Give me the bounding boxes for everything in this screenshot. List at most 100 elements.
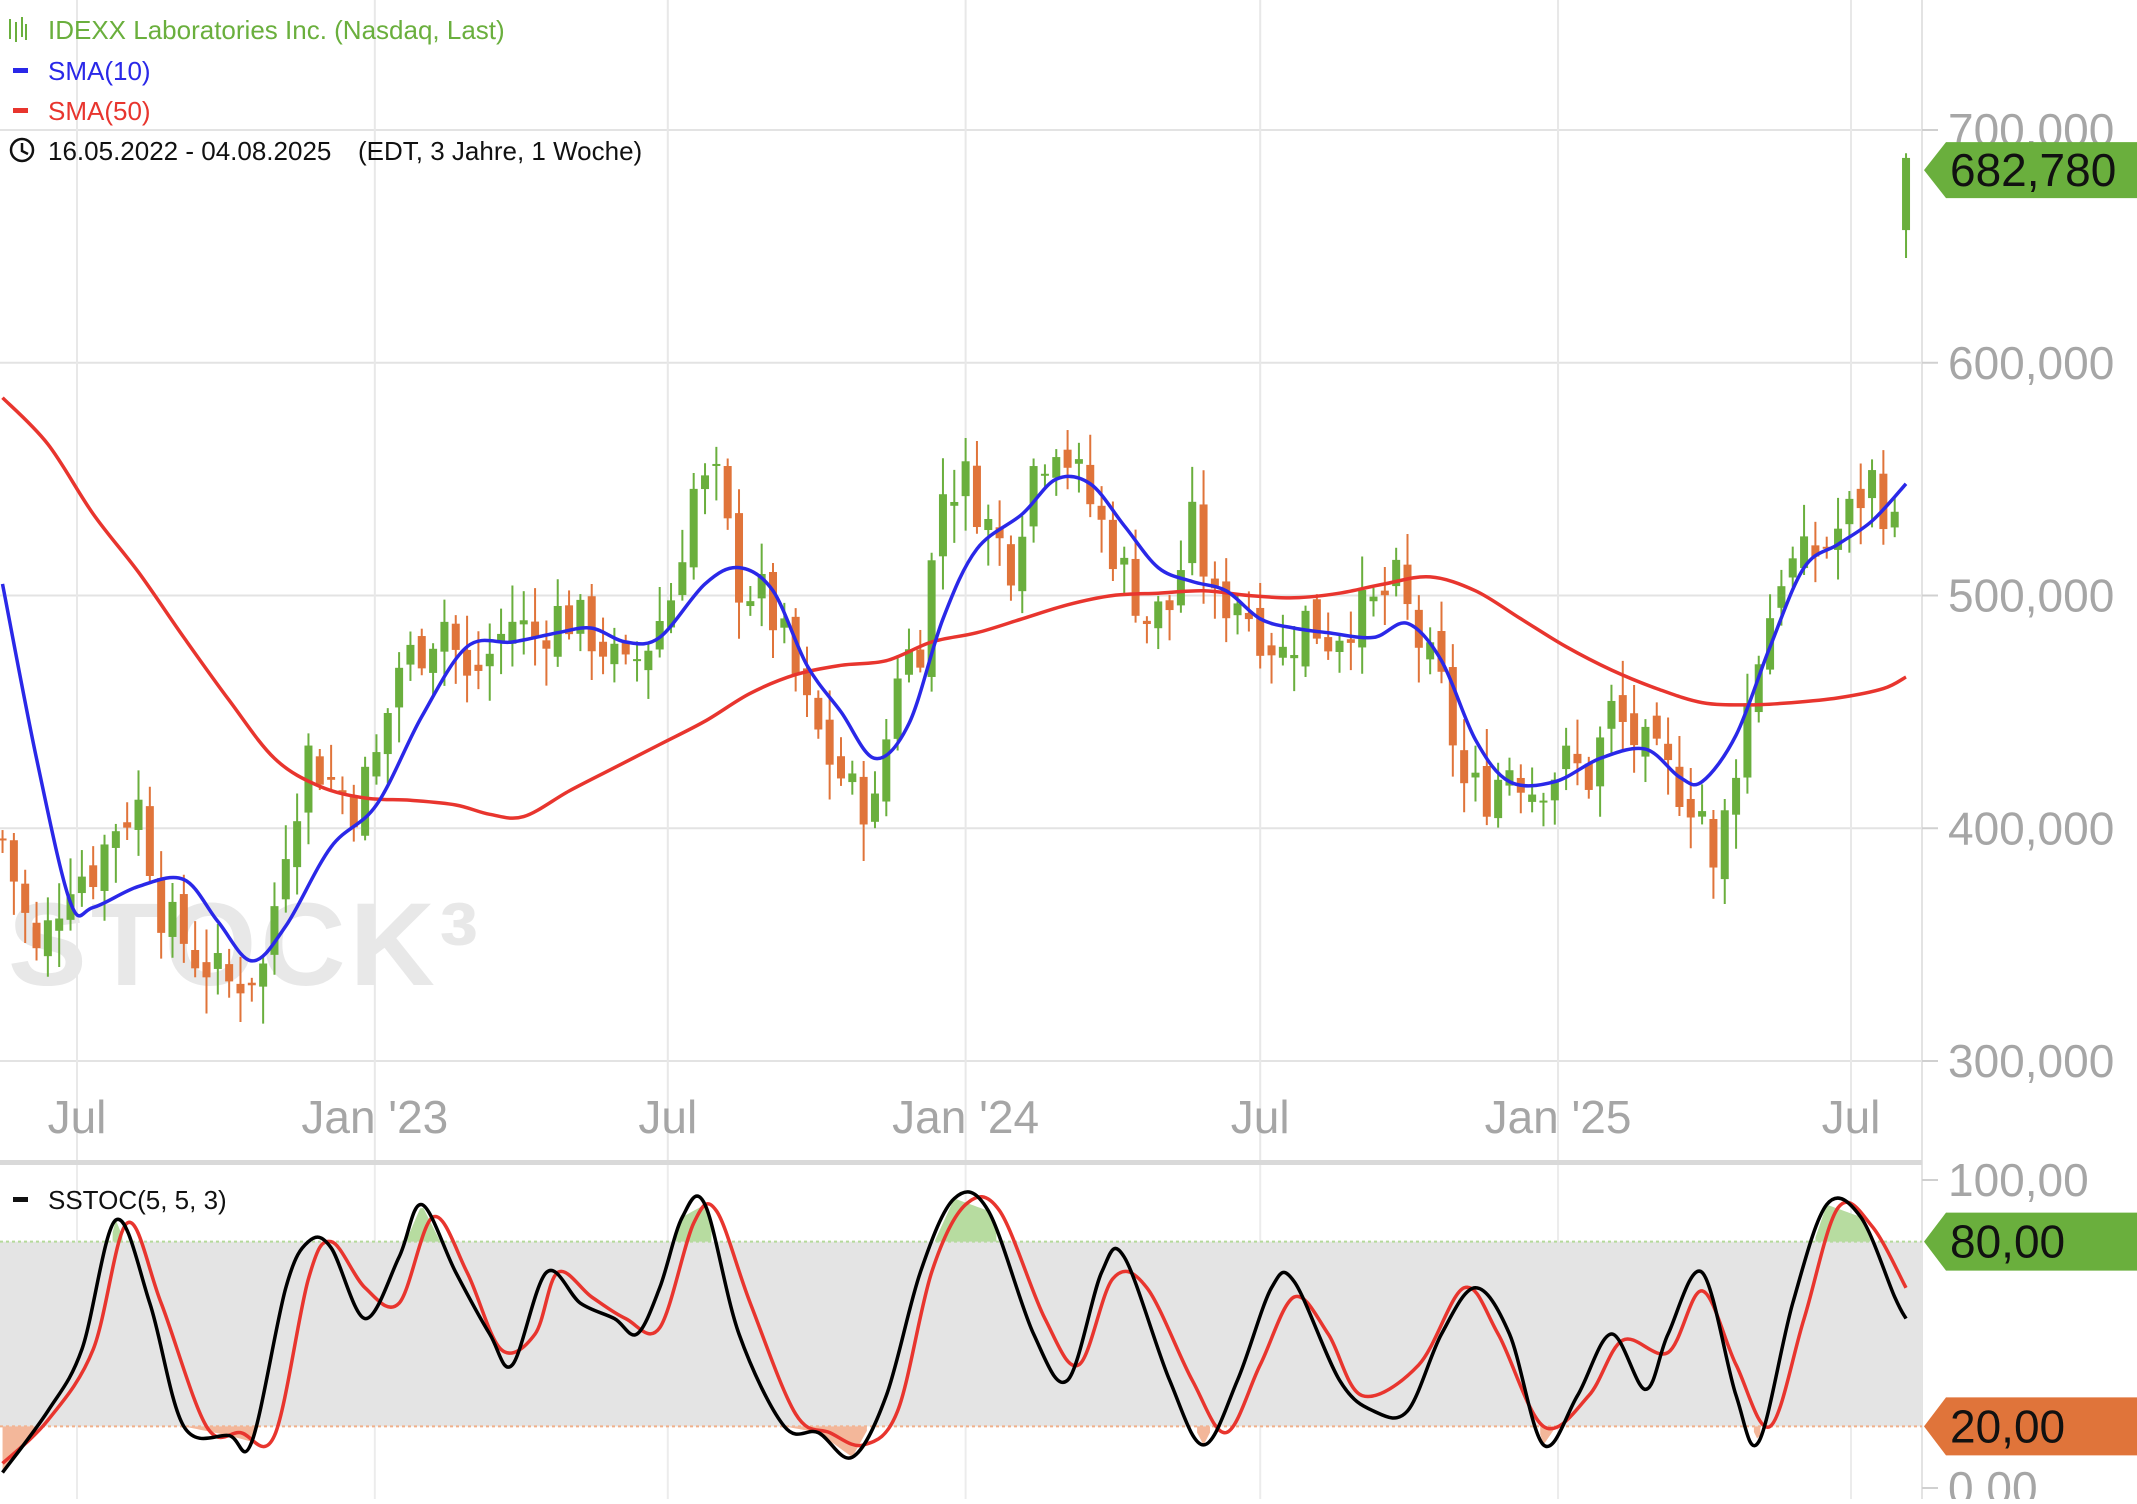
candle-body: [1290, 654, 1299, 659]
candle-body: [1233, 603, 1242, 616]
candle-body: [1494, 779, 1503, 819]
candle-body: [236, 983, 245, 994]
candle-body: [1709, 819, 1718, 868]
oscillator-legend: SSTOC(5, 5, 3): [13, 1185, 227, 1215]
candle-body: [769, 571, 778, 631]
candle-body: [429, 648, 438, 673]
candle-body: [1267, 645, 1276, 656]
candle-body: [417, 636, 426, 669]
candle-body: [1097, 505, 1106, 520]
candle-body: [916, 649, 925, 668]
candle-body: [372, 752, 381, 777]
oscillator-level-badges: 80,00 20,00: [1924, 1212, 2137, 1456]
candle-body: [1686, 798, 1695, 818]
candle-body: [485, 653, 494, 667]
candle-body: [1176, 570, 1185, 606]
candle-body: [791, 616, 800, 675]
legend-sma50: SMA(50): [48, 96, 151, 126]
candle-body: [1868, 470, 1877, 499]
candle-body: [893, 678, 902, 739]
candle-body: [1652, 715, 1661, 739]
candle-body: [55, 918, 64, 931]
sma10-swatch: [13, 68, 28, 73]
candle-body: [825, 719, 834, 765]
candle-body: [395, 667, 404, 708]
candle-body: [451, 623, 460, 650]
candle-body: [644, 650, 653, 671]
candle-body: [746, 601, 755, 607]
candle-body: [984, 518, 993, 531]
candle-body: [463, 649, 472, 676]
candle-body: [723, 466, 732, 519]
candle-body: [565, 605, 574, 635]
candle-body: [202, 962, 211, 978]
oversold-fill: [1540, 1426, 1554, 1445]
candle-body: [304, 745, 313, 813]
candle-body: [168, 901, 177, 937]
candle-body: [1108, 519, 1117, 570]
candle-body: [621, 642, 630, 655]
candle-body: [519, 620, 528, 625]
candle-body: [859, 776, 868, 825]
candle-body: [882, 739, 891, 802]
candle-body: [361, 766, 370, 836]
candle-body-latest: [1902, 157, 1911, 231]
candle-body: [1426, 642, 1435, 660]
candle-body: [1743, 703, 1752, 778]
time-axis: Jul Jan '23 Jul Jan '24 Jul Jan '25 Jul: [48, 1091, 1881, 1143]
candle-body: [1210, 578, 1219, 589]
candle-body: [32, 922, 41, 949]
legend-sstoc: SSTOC(5, 5, 3): [48, 1185, 227, 1215]
candle-body: [1890, 511, 1899, 528]
candle-body: [927, 560, 936, 677]
candle-body: [1063, 449, 1072, 468]
candle-body: [1460, 750, 1469, 784]
x-tick-label: Jul: [48, 1091, 107, 1143]
candle-body: [1369, 596, 1378, 602]
candle-body: [1448, 667, 1457, 746]
x-tick-label: Jul: [1231, 1091, 1290, 1143]
candle-body: [89, 865, 98, 888]
candle-body: [542, 640, 551, 649]
candle-body: [508, 621, 517, 644]
candle-body: [293, 821, 302, 868]
candle-body: [1256, 607, 1265, 656]
candle-body: [1732, 777, 1741, 815]
stoch-signal-line: [1, 1195, 1908, 1465]
candle-body: [633, 659, 642, 662]
last-price-label: 682,780: [1950, 144, 2116, 196]
ohlc-icon: [9, 17, 27, 42]
candle-body: [21, 883, 30, 913]
candle-body: [701, 475, 710, 490]
candle-body: [1278, 646, 1287, 658]
candle-body: [179, 894, 188, 944]
candle-body: [1754, 664, 1763, 713]
legend-sma10: SMA(10): [48, 56, 151, 86]
stoch-neutral-band: [0, 1241, 1922, 1427]
candle-body: [100, 844, 109, 891]
candle-body: [9, 840, 18, 882]
candle-body: [531, 621, 540, 638]
candle-body: [904, 649, 913, 675]
overbought-fill: [934, 1198, 997, 1242]
candle-body: [1040, 473, 1049, 476]
candle-body: [961, 461, 970, 497]
candle-body: [1777, 586, 1786, 608]
candle-body: [474, 664, 483, 671]
candle-body: [191, 950, 200, 969]
candlestick-series: [0, 153, 1911, 1024]
candle-body: [123, 822, 132, 828]
level-badge-label: 80,00: [1950, 1216, 2065, 1268]
last-price-badge-bg: [1924, 142, 2137, 199]
candle-body: [1358, 589, 1367, 648]
oscillator-band: [0, 1240, 1922, 1428]
candle-body: [1562, 745, 1571, 770]
x-tick-label: Jul: [638, 1091, 697, 1143]
candle-body: [1573, 753, 1582, 764]
candle-body: [1074, 459, 1083, 464]
candle-body: [576, 599, 585, 634]
candle-body: [1800, 536, 1809, 569]
